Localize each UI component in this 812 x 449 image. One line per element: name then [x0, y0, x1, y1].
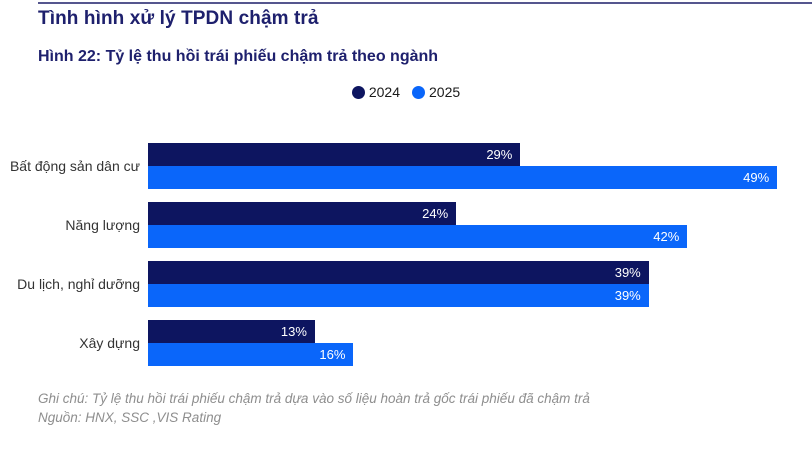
bar-group: Năng lượng 24% 42% — [0, 202, 790, 248]
bar-pair: 24% 42% — [148, 202, 790, 248]
chart-footnote: Ghi chú: Tỷ lệ thu hồi trái phiếu chậm t… — [38, 389, 590, 427]
legend-dot-icon — [412, 85, 425, 99]
bar-value-label: 24% — [422, 206, 449, 221]
bar-2025: 49% — [148, 166, 778, 189]
bar-value-label: 13% — [280, 324, 307, 339]
category-label: Năng lượng — [65, 217, 140, 233]
legend-label: 2024 — [368, 84, 400, 100]
bar-pair: 29% 49% — [148, 143, 790, 189]
bar-value-label: 39% — [614, 265, 641, 280]
bar-2024: 24% — [148, 202, 457, 225]
chart-rows: Bất động sản dân cư 29% 49% Năng lượng 24% 42… — [0, 143, 790, 366]
legend-dot-icon — [351, 85, 365, 99]
bar-2024: 29% — [148, 143, 521, 166]
bar-value-label: 29% — [486, 147, 513, 162]
bar-pair: 13% 16% — [148, 320, 790, 366]
category-label: Du lịch, nghỉ dưỡng — [17, 276, 140, 292]
category-label: Xây dựng — [79, 335, 140, 351]
footnote-note: Ghi chú: Tỷ lệ thu hồi trái phiếu chậm t… — [38, 391, 590, 406]
bar-2024: 39% — [148, 261, 649, 284]
footnote-source: Nguồn: HNX, SSC ,VIS Rating — [38, 410, 222, 425]
page-title: Tình hình xử lý TPDN chậm trả — [38, 8, 319, 29]
bar-2025: 39% — [148, 284, 649, 307]
bar-value-label: 16% — [319, 347, 346, 362]
legend-label: 2025 — [429, 84, 461, 100]
chart-legend: 2024 2025 — [0, 84, 812, 100]
bar-chart: Bất động sản dân cư 29% 49% Năng lượng 24% 42… — [0, 143, 790, 379]
bar-2024: 13% — [148, 320, 315, 343]
bar-value-label: 49% — [743, 170, 770, 185]
legend-item-2024: 2024 — [351, 84, 400, 100]
bar-group: Bất động sản dân cư 29% 49% — [0, 143, 790, 189]
figure-title: Hình 22: Tỷ lệ thu hồi trái phiếu chậm t… — [38, 48, 439, 65]
top-divider — [38, 2, 812, 4]
bar-2025: 16% — [148, 343, 354, 366]
legend-item-2025: 2025 — [412, 84, 460, 100]
bar-pair: 39% 39% — [148, 261, 790, 307]
bar-2025: 42% — [148, 225, 688, 248]
bar-group: Du lịch, nghỉ dưỡng 39% 39% — [0, 261, 790, 307]
category-label: Bất động sản dân cư — [9, 158, 140, 174]
bar-value-label: 39% — [614, 288, 641, 303]
bar-group: Xây dựng 13% 16% — [0, 320, 790, 366]
bar-value-label: 42% — [653, 229, 680, 244]
